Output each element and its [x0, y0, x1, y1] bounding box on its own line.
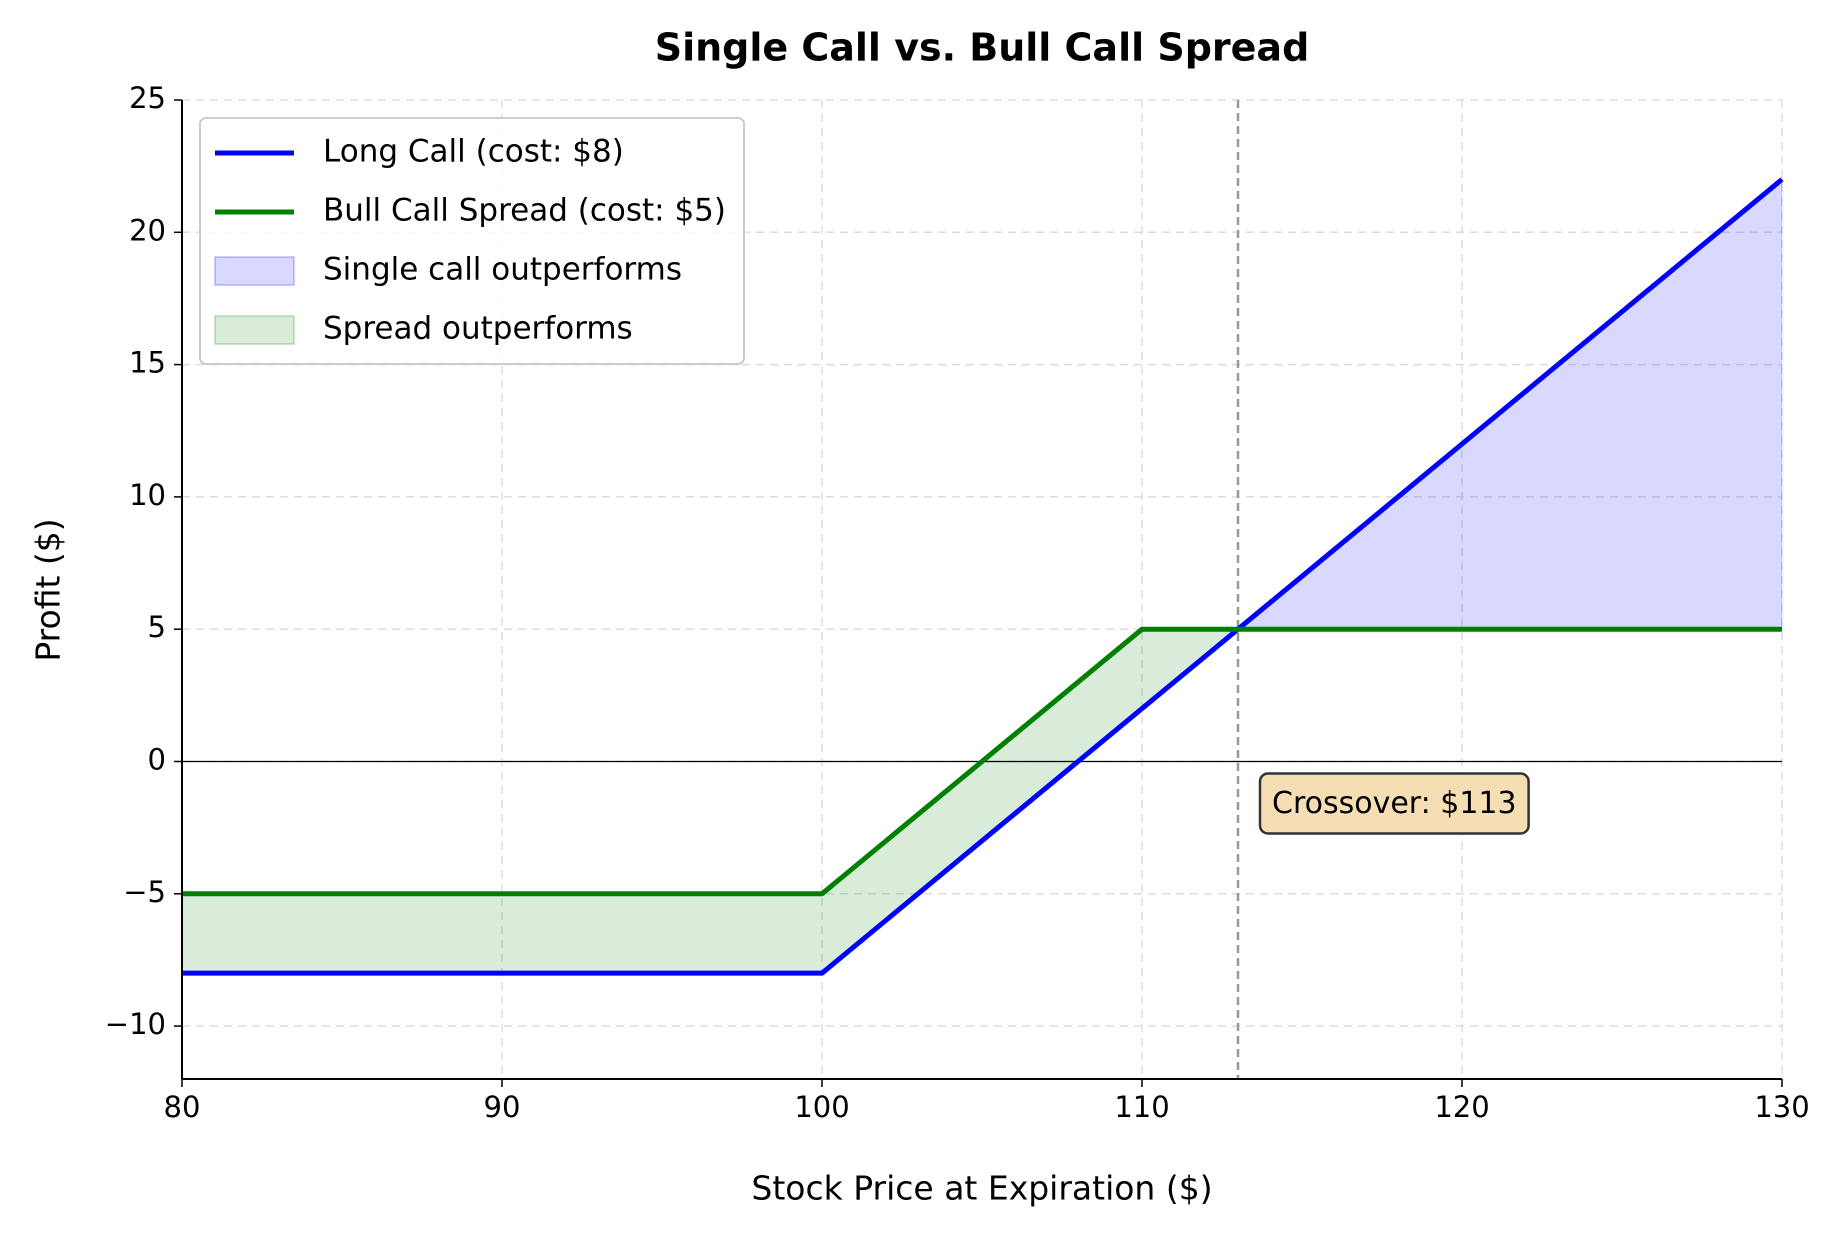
x-tick-label: 130 [1754, 1090, 1809, 1124]
y-tick-label: 0 [148, 742, 166, 776]
y-tick-label: 20 [129, 213, 166, 247]
legend-box [199, 117, 745, 365]
legend-label: Bull Call Spread (cost: $5) [323, 193, 726, 229]
legend-swatch [214, 315, 295, 345]
y-tick-label: 5 [148, 610, 166, 644]
series-line [182, 177, 1784, 976]
y-tick-label: 15 [129, 346, 166, 380]
x-tick-label: 110 [1114, 1090, 1169, 1124]
chart-title: Single Call vs. Bull Call Spread [655, 26, 1310, 70]
legend-swatch [214, 256, 295, 286]
y-tick-label: −10 [105, 1007, 166, 1041]
legend: Long Call (cost: $8) Bull Call Spread (co… [199, 117, 745, 365]
legend-label: Single call outperforms [323, 252, 682, 288]
legend-label: Spread outperforms [323, 311, 633, 347]
y-tick-label: −5 [123, 875, 166, 909]
x-tick-label: 100 [794, 1090, 849, 1124]
y-tick-label: 25 [129, 81, 166, 115]
x-tick-label: 120 [1434, 1090, 1489, 1124]
legend-label: Long Call (cost: $8) [323, 134, 624, 170]
annotation-box [1258, 772, 1530, 835]
x-tick-label: 80 [164, 1090, 201, 1124]
y-tick-label: 10 [129, 478, 166, 512]
series-line [182, 626, 1782, 897]
y-axis-label: Profit ($) [29, 518, 68, 661]
annotation: Crossover: $113 [1272, 786, 1517, 821]
x-tick-label: 90 [484, 1090, 521, 1124]
x-axis-label: Stock Price at Expiration ($) [751, 1169, 1212, 1208]
